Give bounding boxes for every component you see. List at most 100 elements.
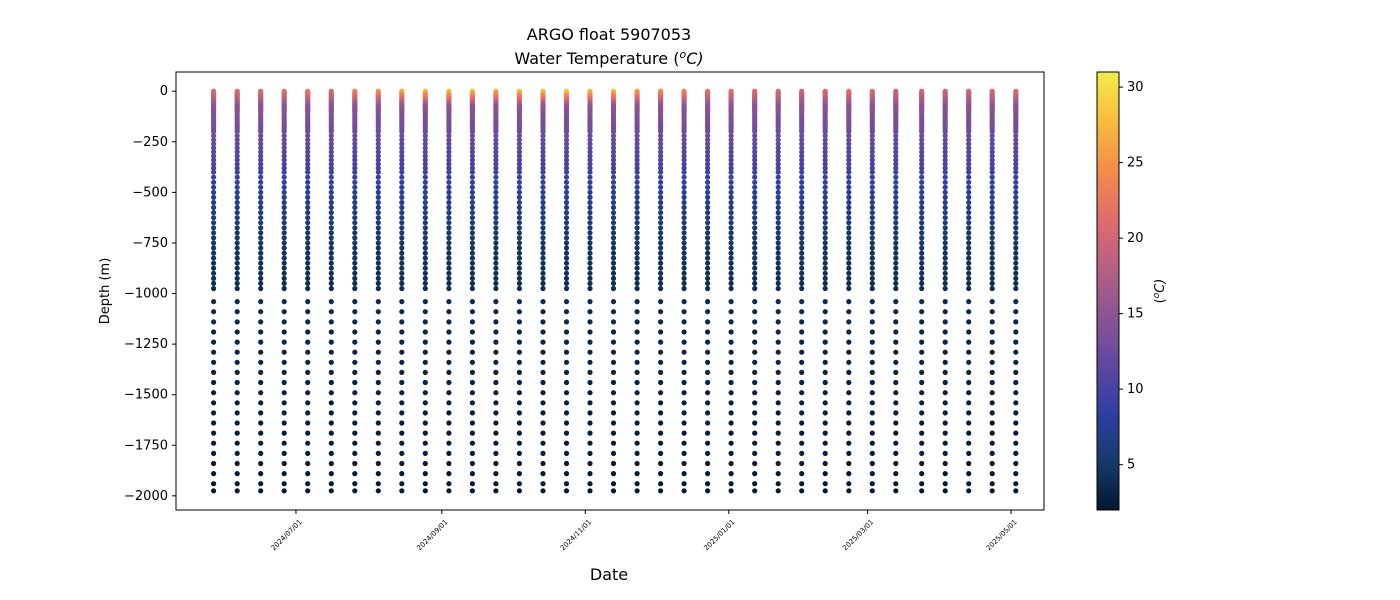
data-point — [728, 420, 734, 426]
data-point — [516, 133, 523, 139]
data-point — [681, 260, 687, 266]
profile-column — [328, 88, 334, 494]
data-point — [352, 189, 358, 195]
data-point — [446, 240, 452, 246]
data-point — [352, 165, 358, 171]
data-point — [869, 260, 875, 266]
data-point — [869, 225, 875, 231]
data-point — [328, 161, 334, 167]
data-point — [211, 210, 217, 216]
data-point — [893, 149, 899, 155]
data-point — [211, 349, 217, 355]
data-point — [422, 410, 428, 416]
data-point — [942, 460, 948, 467]
data-point — [234, 420, 240, 426]
data-point — [728, 410, 734, 416]
data-point — [375, 359, 381, 365]
data-point — [705, 245, 711, 251]
data-point — [234, 199, 240, 206]
data-point — [942, 245, 948, 251]
data-point — [446, 230, 452, 236]
data-point — [705, 488, 711, 494]
data-point — [728, 184, 734, 190]
data-point — [258, 129, 264, 135]
data-point — [799, 204, 805, 211]
data-point — [422, 149, 428, 155]
data-point — [563, 460, 570, 467]
data-point — [728, 161, 734, 167]
data-point — [328, 141, 334, 147]
data-point — [658, 179, 664, 185]
data-point — [634, 145, 640, 151]
data-point — [516, 420, 523, 426]
data-point — [705, 137, 711, 143]
data-point — [799, 235, 805, 241]
data-point — [610, 299, 617, 305]
data-point — [234, 275, 240, 281]
data-point — [869, 329, 875, 335]
data-point — [610, 145, 617, 151]
data-point — [799, 481, 805, 487]
data-point — [942, 285, 948, 292]
data-point — [893, 359, 899, 365]
data-point — [775, 169, 781, 175]
data-point — [681, 165, 687, 171]
data-point — [658, 275, 664, 281]
data-point — [634, 471, 640, 477]
data-point — [893, 260, 899, 266]
data-point — [399, 149, 405, 155]
data-point — [752, 215, 758, 221]
data-point — [634, 410, 640, 416]
data-point — [493, 137, 499, 143]
data-point — [658, 194, 664, 200]
data-point — [966, 349, 972, 355]
data-point — [919, 230, 925, 236]
data-point — [587, 250, 593, 256]
data-point — [942, 129, 948, 135]
data-point — [281, 153, 287, 159]
data-point — [469, 194, 475, 200]
data-point — [705, 174, 711, 180]
data-point — [752, 390, 758, 396]
data-point — [752, 471, 758, 477]
data-point — [610, 265, 617, 271]
data-point — [1013, 270, 1019, 276]
data-point — [634, 184, 640, 190]
data-point — [610, 339, 617, 345]
data-point — [919, 285, 925, 292]
data-point — [305, 481, 311, 487]
data-point — [705, 329, 711, 335]
data-point — [942, 174, 948, 180]
data-point — [328, 145, 334, 151]
data-point — [352, 141, 358, 147]
data-point — [422, 174, 428, 180]
data-point — [775, 410, 781, 416]
data-point — [775, 471, 781, 477]
data-point — [846, 481, 852, 487]
data-point — [281, 285, 287, 292]
data-point — [634, 390, 640, 396]
data-point — [822, 141, 828, 147]
data-point — [305, 189, 311, 195]
data-point — [446, 471, 452, 477]
data-point — [446, 145, 452, 151]
data-point — [211, 379, 217, 386]
data-point — [634, 450, 640, 456]
data-point — [752, 285, 758, 292]
data-point — [516, 481, 523, 487]
data-point — [634, 179, 640, 185]
data-point — [681, 230, 687, 236]
data-point — [1013, 141, 1019, 147]
data-point — [493, 149, 499, 155]
data-point — [1013, 149, 1019, 155]
data-point — [893, 161, 899, 167]
data-point — [352, 225, 358, 231]
data-point — [516, 169, 523, 175]
data-point — [893, 471, 899, 477]
data-point — [234, 149, 240, 155]
data-point — [658, 299, 664, 305]
data-point — [305, 240, 311, 246]
data-point — [752, 161, 758, 167]
data-point — [893, 390, 899, 396]
data-point — [775, 260, 781, 266]
